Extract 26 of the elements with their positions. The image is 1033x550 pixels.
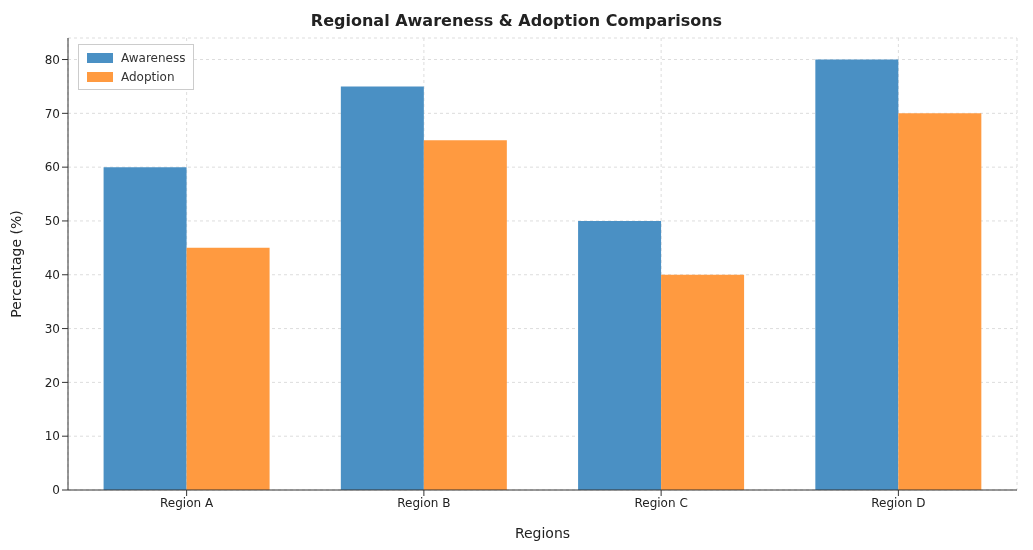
x-axis-title: Regions bbox=[514, 525, 571, 541]
bar bbox=[661, 274, 745, 490]
x-tick-label: Region B bbox=[397, 495, 451, 510]
bar bbox=[898, 113, 982, 490]
bar bbox=[186, 247, 270, 490]
chart-title: Regional Awareness & Adoption Comparisons bbox=[309, 10, 724, 32]
y-tick-label: 80 bbox=[44, 52, 60, 67]
y-tick-label: 10 bbox=[44, 429, 60, 444]
bar bbox=[815, 59, 899, 490]
y-tick-label: 70 bbox=[44, 106, 60, 121]
y-tick-label: 30 bbox=[44, 321, 60, 336]
y-tick-label: 60 bbox=[44, 160, 60, 175]
x-tick-label: Region A bbox=[160, 495, 214, 510]
y-tick-label: 20 bbox=[44, 375, 60, 390]
y-tick-label: 40 bbox=[44, 268, 60, 283]
x-tick-label: Region D bbox=[871, 495, 926, 510]
y-axis-title: Percentage (%) bbox=[7, 210, 24, 318]
bar bbox=[103, 167, 187, 490]
legend-label: Awareness bbox=[121, 50, 186, 65]
legend-label: Adoption bbox=[121, 69, 175, 84]
y-tick-label: 50 bbox=[44, 214, 60, 229]
bar bbox=[423, 140, 507, 490]
bar bbox=[578, 220, 662, 490]
y-tick-label: 0 bbox=[52, 483, 60, 498]
bar bbox=[340, 86, 424, 490]
x-tick-label: Region C bbox=[634, 495, 688, 510]
